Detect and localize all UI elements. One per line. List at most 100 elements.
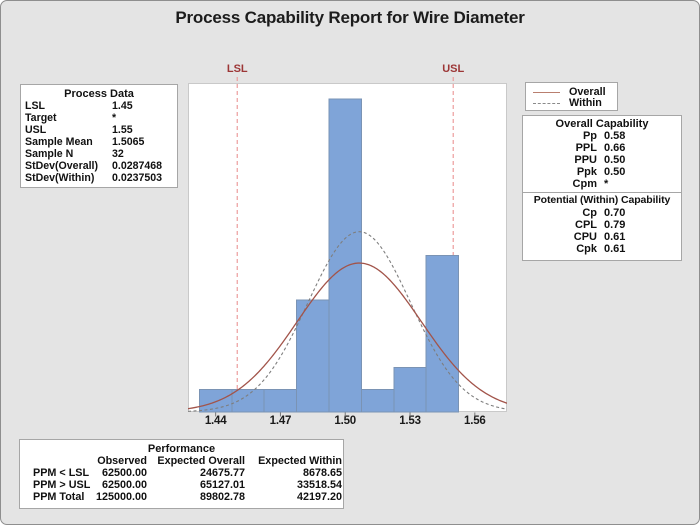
histogram-bar [360, 389, 395, 413]
usl-label: USL [442, 63, 465, 75]
process-data-value: 0.0237503 [112, 172, 163, 184]
legend-item: Within [526, 98, 617, 109]
x-axis-tick-label: 1.47 [269, 415, 292, 427]
capability-stat-row: Pp 0.58 [523, 130, 681, 142]
stat-value: 0.61 [604, 231, 626, 243]
within-capability-header: Potential (Within) Capability [533, 194, 671, 206]
stat-value: 0.50 [604, 166, 626, 178]
process-data-row: LSL 1.45 [21, 100, 177, 112]
stat-value: 0.66 [604, 142, 626, 154]
process-data-row: Sample N 32 [21, 148, 177, 160]
stat-name: Cpm [572, 178, 597, 190]
histogram-bar [425, 254, 460, 413]
process-data-label: USL [25, 124, 47, 136]
capability-box: Overall Capability Pp 0.58 PPL 0.66 PPU 0.50 P… [522, 115, 682, 261]
performance-cell: 89802.78 [199, 491, 245, 503]
stat-value: 0.70 [604, 207, 626, 219]
legend-rows: Overall Within [526, 87, 617, 109]
performance-column-header: Expected Within [258, 455, 342, 467]
lsl-label: LSL [226, 63, 248, 75]
capability-stat-row: PPL 0.66 [523, 142, 681, 154]
capability-stat-row: Ppk 0.50 [523, 166, 681, 178]
process-data-row: StDev(Within) 0.0237503 [21, 172, 177, 184]
stat-value: 0.58 [604, 130, 626, 142]
stat-value: 0.61 [604, 243, 626, 255]
process-data-value: 32 [112, 148, 124, 160]
process-data-label: Sample Mean [25, 136, 93, 148]
overall-capability-header: Overall Capability [555, 118, 649, 130]
x-axis-tick-label: 1.50 [334, 415, 357, 427]
x-axis-tick-label: 1.56 [464, 415, 486, 427]
histogram-bar [296, 299, 330, 413]
histogram-bar [393, 366, 427, 413]
stat-name: CPL [575, 219, 597, 231]
stat-name: Pp [582, 130, 597, 142]
legend-label: Overall [569, 86, 606, 98]
within-curve [188, 231, 507, 412]
stat-value: 0.79 [604, 219, 626, 231]
performance-cell: 42197.20 [296, 491, 342, 503]
overall-curve [188, 262, 507, 410]
process-data-row: Sample Mean 1.5065 [21, 136, 177, 148]
capability-section-divider [523, 192, 681, 193]
performance-row-label: PPM Total [33, 491, 85, 503]
process-data-value: 0.0287468 [112, 160, 163, 172]
histogram-bar [328, 98, 362, 413]
x-axis-tick-label: 1.53 [399, 415, 421, 427]
process-data-label: Target [25, 112, 57, 124]
stat-name: PPL [575, 142, 597, 154]
capability-stat-row: CPU 0.61 [523, 231, 681, 243]
performance-column-header: Observed [97, 455, 147, 467]
stat-name: PPU [574, 154, 597, 166]
stat-value: 0.50 [604, 154, 626, 166]
stat-name: Cpk [576, 243, 597, 255]
performance-corner-cell [20, 455, 95, 467]
process-data-row: Target * [21, 112, 177, 124]
process-data-box: Process Data LSL 1.45 Target * USL 1.55 Sample… [20, 84, 178, 188]
process-data-value: * [112, 112, 117, 124]
process-data-row: StDev(Overall) 0.0287468 [21, 160, 177, 172]
process-data-value: 1.5065 [112, 136, 145, 148]
process-data-label: StDev(Overall) [25, 160, 99, 172]
stat-name: CPU [573, 231, 597, 243]
performance-cell: 125000.00 [95, 491, 147, 503]
legend-label: Within [569, 97, 602, 109]
performance-cell: 62500.00 [101, 467, 147, 479]
capability-stat-row: PPU 0.50 [523, 154, 681, 166]
capability-stat-row: Cpk 0.61 [523, 243, 681, 255]
process-data-rows: LSL 1.45 Target * USL 1.55 Sample Mean 1.5065 Sa… [21, 100, 177, 184]
process-data-row: USL 1.55 [21, 124, 177, 136]
process-data-label: Sample N [25, 148, 74, 160]
performance-cell: 65127.01 [199, 479, 245, 491]
performance-cell: 24675.77 [199, 467, 245, 479]
within-capability-rows: Cp 0.70 CPL 0.79 CPU 0.61 Cpk 0.61 [523, 207, 681, 255]
capability-stat-row: Cpm * [523, 178, 681, 190]
overall-capability-rows: Pp 0.58 PPL 0.66 PPU 0.50 Ppk 0.50 Cpm * [523, 130, 681, 190]
process-data-label: LSL [25, 100, 46, 112]
performance-cell: 62500.00 [101, 479, 147, 491]
stat-name: Ppk [576, 166, 597, 178]
overall-line-sample [533, 92, 560, 93]
process-data-value: 1.45 [112, 100, 133, 112]
process-data-header: Process Data [64, 88, 134, 100]
stat-value: * [604, 178, 609, 190]
within-line-sample [533, 103, 560, 104]
performance-row-label: PPM > USL [33, 479, 91, 491]
performance-row-label: PPM < LSL [33, 467, 90, 479]
performance-cell: 8678.65 [302, 467, 342, 479]
stat-name: Cp [582, 207, 597, 219]
capability-stat-row: CPL 0.79 [523, 219, 681, 231]
process-data-value: 1.55 [112, 124, 133, 136]
performance-cell: 33518.54 [296, 479, 342, 491]
histogram-bar [231, 389, 265, 413]
performance-header: Performance [147, 443, 216, 455]
performance-table: Observed Expected Overall Expected Within P… [20, 455, 343, 503]
x-axis-tick-label: 1.44 [204, 415, 227, 427]
report-title: Process Capability Report for Wire Diame… [175, 8, 525, 27]
process-data-label: StDev(Within) [25, 172, 95, 184]
legend-item: Overall [526, 87, 617, 98]
performance-column-header: Expected Overall [157, 455, 245, 467]
curve-legend: Overall Within [525, 82, 618, 111]
performance-box: Performance Observed Expected Overall Expe… [19, 439, 344, 509]
